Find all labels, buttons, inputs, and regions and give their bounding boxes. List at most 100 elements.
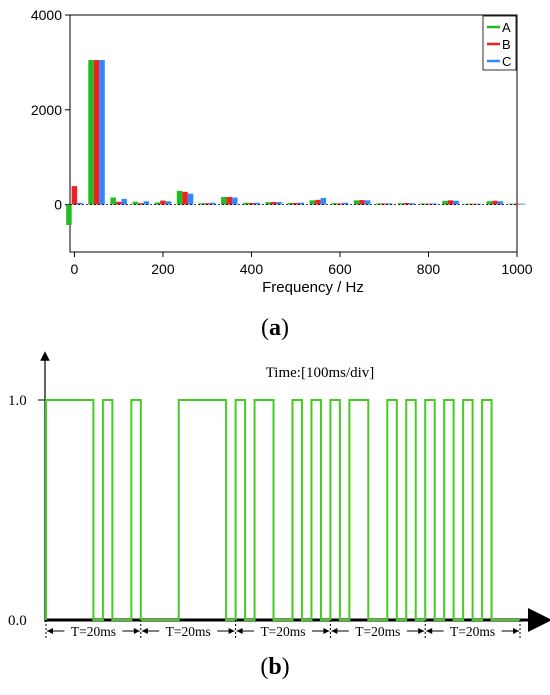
axis-ticks: 0 200 400 600 800 1000 0 2000 4000 [31,7,533,277]
bar-b [359,200,365,205]
x-tick-label: 0 [71,261,79,277]
bar-c [77,202,83,205]
x-tick-label: 1000 [501,261,532,277]
x-tick-label: 400 [240,261,264,277]
caption-a-open-paren: ( [261,315,269,341]
bar-c [121,198,127,205]
bar-b [204,203,210,205]
x-tick-label: 200 [151,261,175,277]
y-tick-label-low: 0.0 [8,613,27,629]
period-markers: T=20ms T=20ms T=20ms T=20ms T=20ms [45,620,521,640]
bar-a [110,197,116,205]
bar-c [298,202,304,205]
bar-c [320,197,327,205]
bar-a [154,202,161,205]
bar-a [486,201,493,205]
bar-b [270,201,277,205]
bar-c [232,197,238,205]
period-label: T=20ms [450,624,495,639]
arrowhead-left [141,628,148,634]
bar-a [309,200,316,205]
bar-a [265,202,271,205]
legend-label-b: B [502,37,511,52]
time-scale-label: Time:[100ms/div] [266,365,375,381]
bar-a [221,197,227,205]
bar-a [198,203,205,205]
bar-a [508,203,515,205]
bar-c [342,202,349,205]
y-tick-label: 2000 [31,102,62,118]
bar-c [254,202,260,205]
bar-b [115,201,122,205]
bar-c [519,203,526,205]
bar-c [475,203,481,205]
legend: ABC [482,15,517,71]
bar-b [447,200,454,205]
arrowhead-left [236,628,243,634]
bar-b [160,200,166,205]
arrowhead-right [228,628,235,634]
caption-b: (b) [260,654,289,680]
caption-b-close-paren: ) [282,654,290,680]
caption-b-letter: b [268,654,281,680]
bar-b [292,202,299,205]
legend-label-c: C [502,54,511,69]
bar-c [364,200,371,205]
bar-b [226,197,233,205]
bar-a [420,203,426,205]
x-tick-label: 800 [417,261,441,277]
bar-c [431,203,437,205]
period-label: T=20ms [260,624,305,639]
bar-b [381,203,387,205]
bar-b [182,191,188,205]
bar-c [165,201,172,205]
panel-b-pulse-chart: Time:[100ms/div] 1.0 0.0 T=20ms T=20ms T=2… [8,351,550,640]
bar-a [353,200,360,205]
bar-b [93,60,100,205]
bar-a [331,203,338,205]
caption-a: (a) [261,315,289,341]
y-tick-label: 0 [54,197,62,213]
y-tick-label-high: 1.0 [8,393,27,409]
caption-a-letter: a [269,315,281,341]
bar-b [337,203,343,205]
bar-a [176,190,183,205]
plot-frame [69,14,518,253]
arrowhead-right [323,628,330,634]
period-label: T=20ms [355,624,400,639]
pulse-signal-line [45,399,520,621]
bar-c [99,60,105,205]
x-tick-label: 600 [328,261,352,277]
bar-c [276,201,282,205]
caption-b-open-paren: ( [260,654,268,680]
bar-c [497,201,504,205]
period-label: T=20ms [166,624,211,639]
y-tick-label: 4000 [31,7,62,23]
period-label: T=20ms [71,624,116,639]
bar-a [464,203,470,205]
bar-b [248,202,255,205]
arrowhead-left [426,628,433,634]
bar-b [425,203,432,205]
arrowhead-right [418,628,425,634]
legend-label-a: A [502,20,511,35]
bar-series [66,60,526,225]
bar-a [375,203,382,205]
bar-b [138,203,144,205]
arrowhead-right [513,628,519,634]
bar-a [132,201,139,205]
bar-a [243,202,249,205]
bar-a [88,60,94,205]
bar-a [287,202,293,205]
caption-a-close-paren: ) [281,315,289,341]
bar-a [398,203,404,205]
bar-b [514,203,520,205]
arrowhead-left [47,628,53,634]
bar-b [469,203,476,205]
bar-a [442,200,448,205]
bar-c [386,203,393,205]
bar-c [143,201,150,205]
bar-b [315,199,321,205]
x-axis-title: Frequency / Hz [262,279,364,296]
